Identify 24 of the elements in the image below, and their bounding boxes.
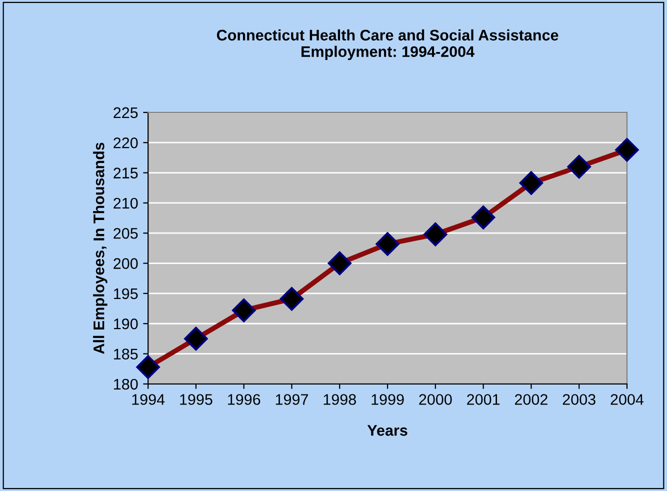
x-tick-label: 2001 <box>467 394 500 405</box>
x-axis-title: Years <box>367 425 408 436</box>
x-tick-label: 2000 <box>419 394 452 405</box>
x-tick-label: 1997 <box>276 394 308 405</box>
y-tick-label: 180 <box>114 378 138 390</box>
x-tick-label: 2002 <box>514 394 548 405</box>
x-tick-label: 1995 <box>180 394 212 405</box>
y-tick-label: 190 <box>114 318 138 330</box>
x-tick-label: 1998 <box>324 394 356 405</box>
x-tick-label: 1996 <box>228 394 260 405</box>
y-tick-label: 205 <box>114 228 138 239</box>
chart-title: Connecticut Health Care and Social Assistance Employment: 1994-2004 <box>216 29 558 60</box>
y-tick-label: 195 <box>114 288 138 300</box>
x-tick-label: 1999 <box>372 394 404 405</box>
y-tick-label: 215 <box>114 168 138 178</box>
x-tick-label: 2003 <box>562 394 596 405</box>
x-tick-label: 1994 <box>132 394 165 405</box>
y-tick-label: 200 <box>114 258 138 269</box>
y-tick-label: 225 <box>114 107 138 118</box>
y-tick-label: 210 <box>114 198 138 209</box>
y-tick-label: 220 <box>114 137 138 148</box>
y-axis-title: All Employees, In Thousands <box>93 142 108 354</box>
y-tick-label: 185 <box>114 348 138 360</box>
x-tick-label: 2004 <box>610 394 644 405</box>
